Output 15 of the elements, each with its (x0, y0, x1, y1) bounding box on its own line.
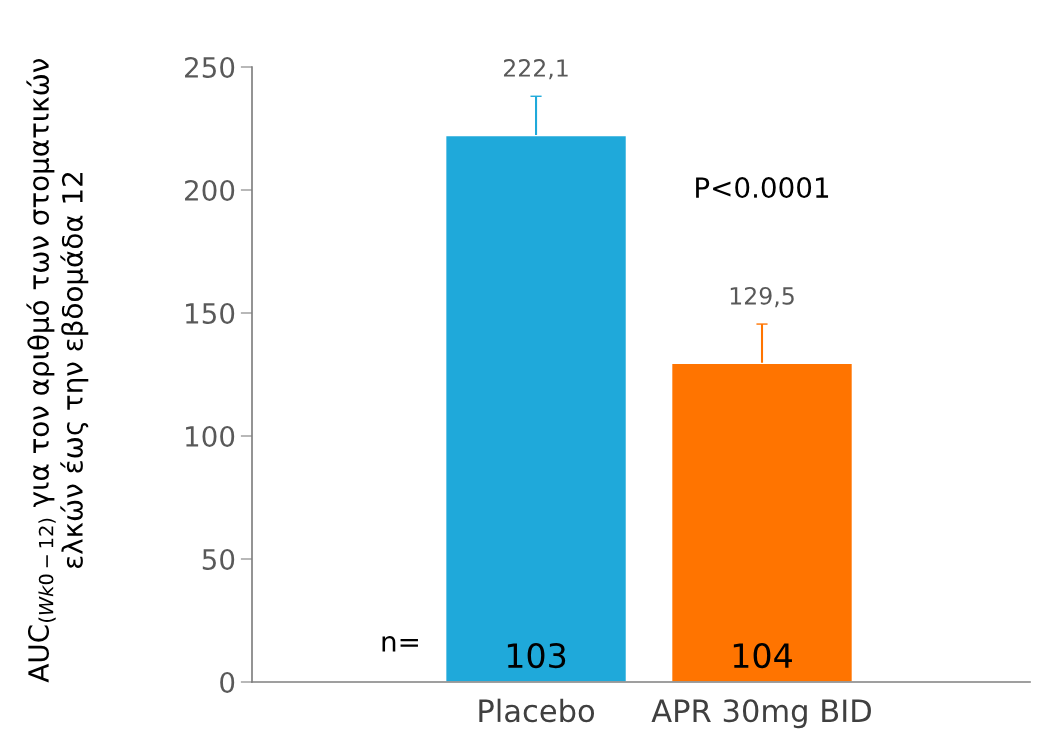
y-tick-label: 200 (185, 179, 235, 201)
y-tick-label: 250 (185, 56, 235, 78)
data-label: 222,1 (503, 59, 568, 80)
y-axis-title: AUC$_{(Wk0−12)}$ για τον αριθμό των στοματικών ελκών έως την εβδομάδα 12 (26, 58, 89, 683)
data-label: 129,5 (730, 286, 794, 308)
annotation: 104 (733, 642, 792, 669)
annotation: P<0.0001 (696, 177, 829, 199)
x-tick-label: Placebo (479, 698, 595, 723)
y-tick-label: 50 (202, 548, 235, 570)
y-tick-label: 150 (186, 302, 235, 324)
y-tick-label: 0 (220, 671, 235, 693)
y-tick-label: 100 (186, 425, 235, 447)
annotation: 103 (507, 642, 566, 669)
annotation: n= (382, 636, 418, 652)
x-tick-label: APR 30mg BID (651, 699, 871, 729)
